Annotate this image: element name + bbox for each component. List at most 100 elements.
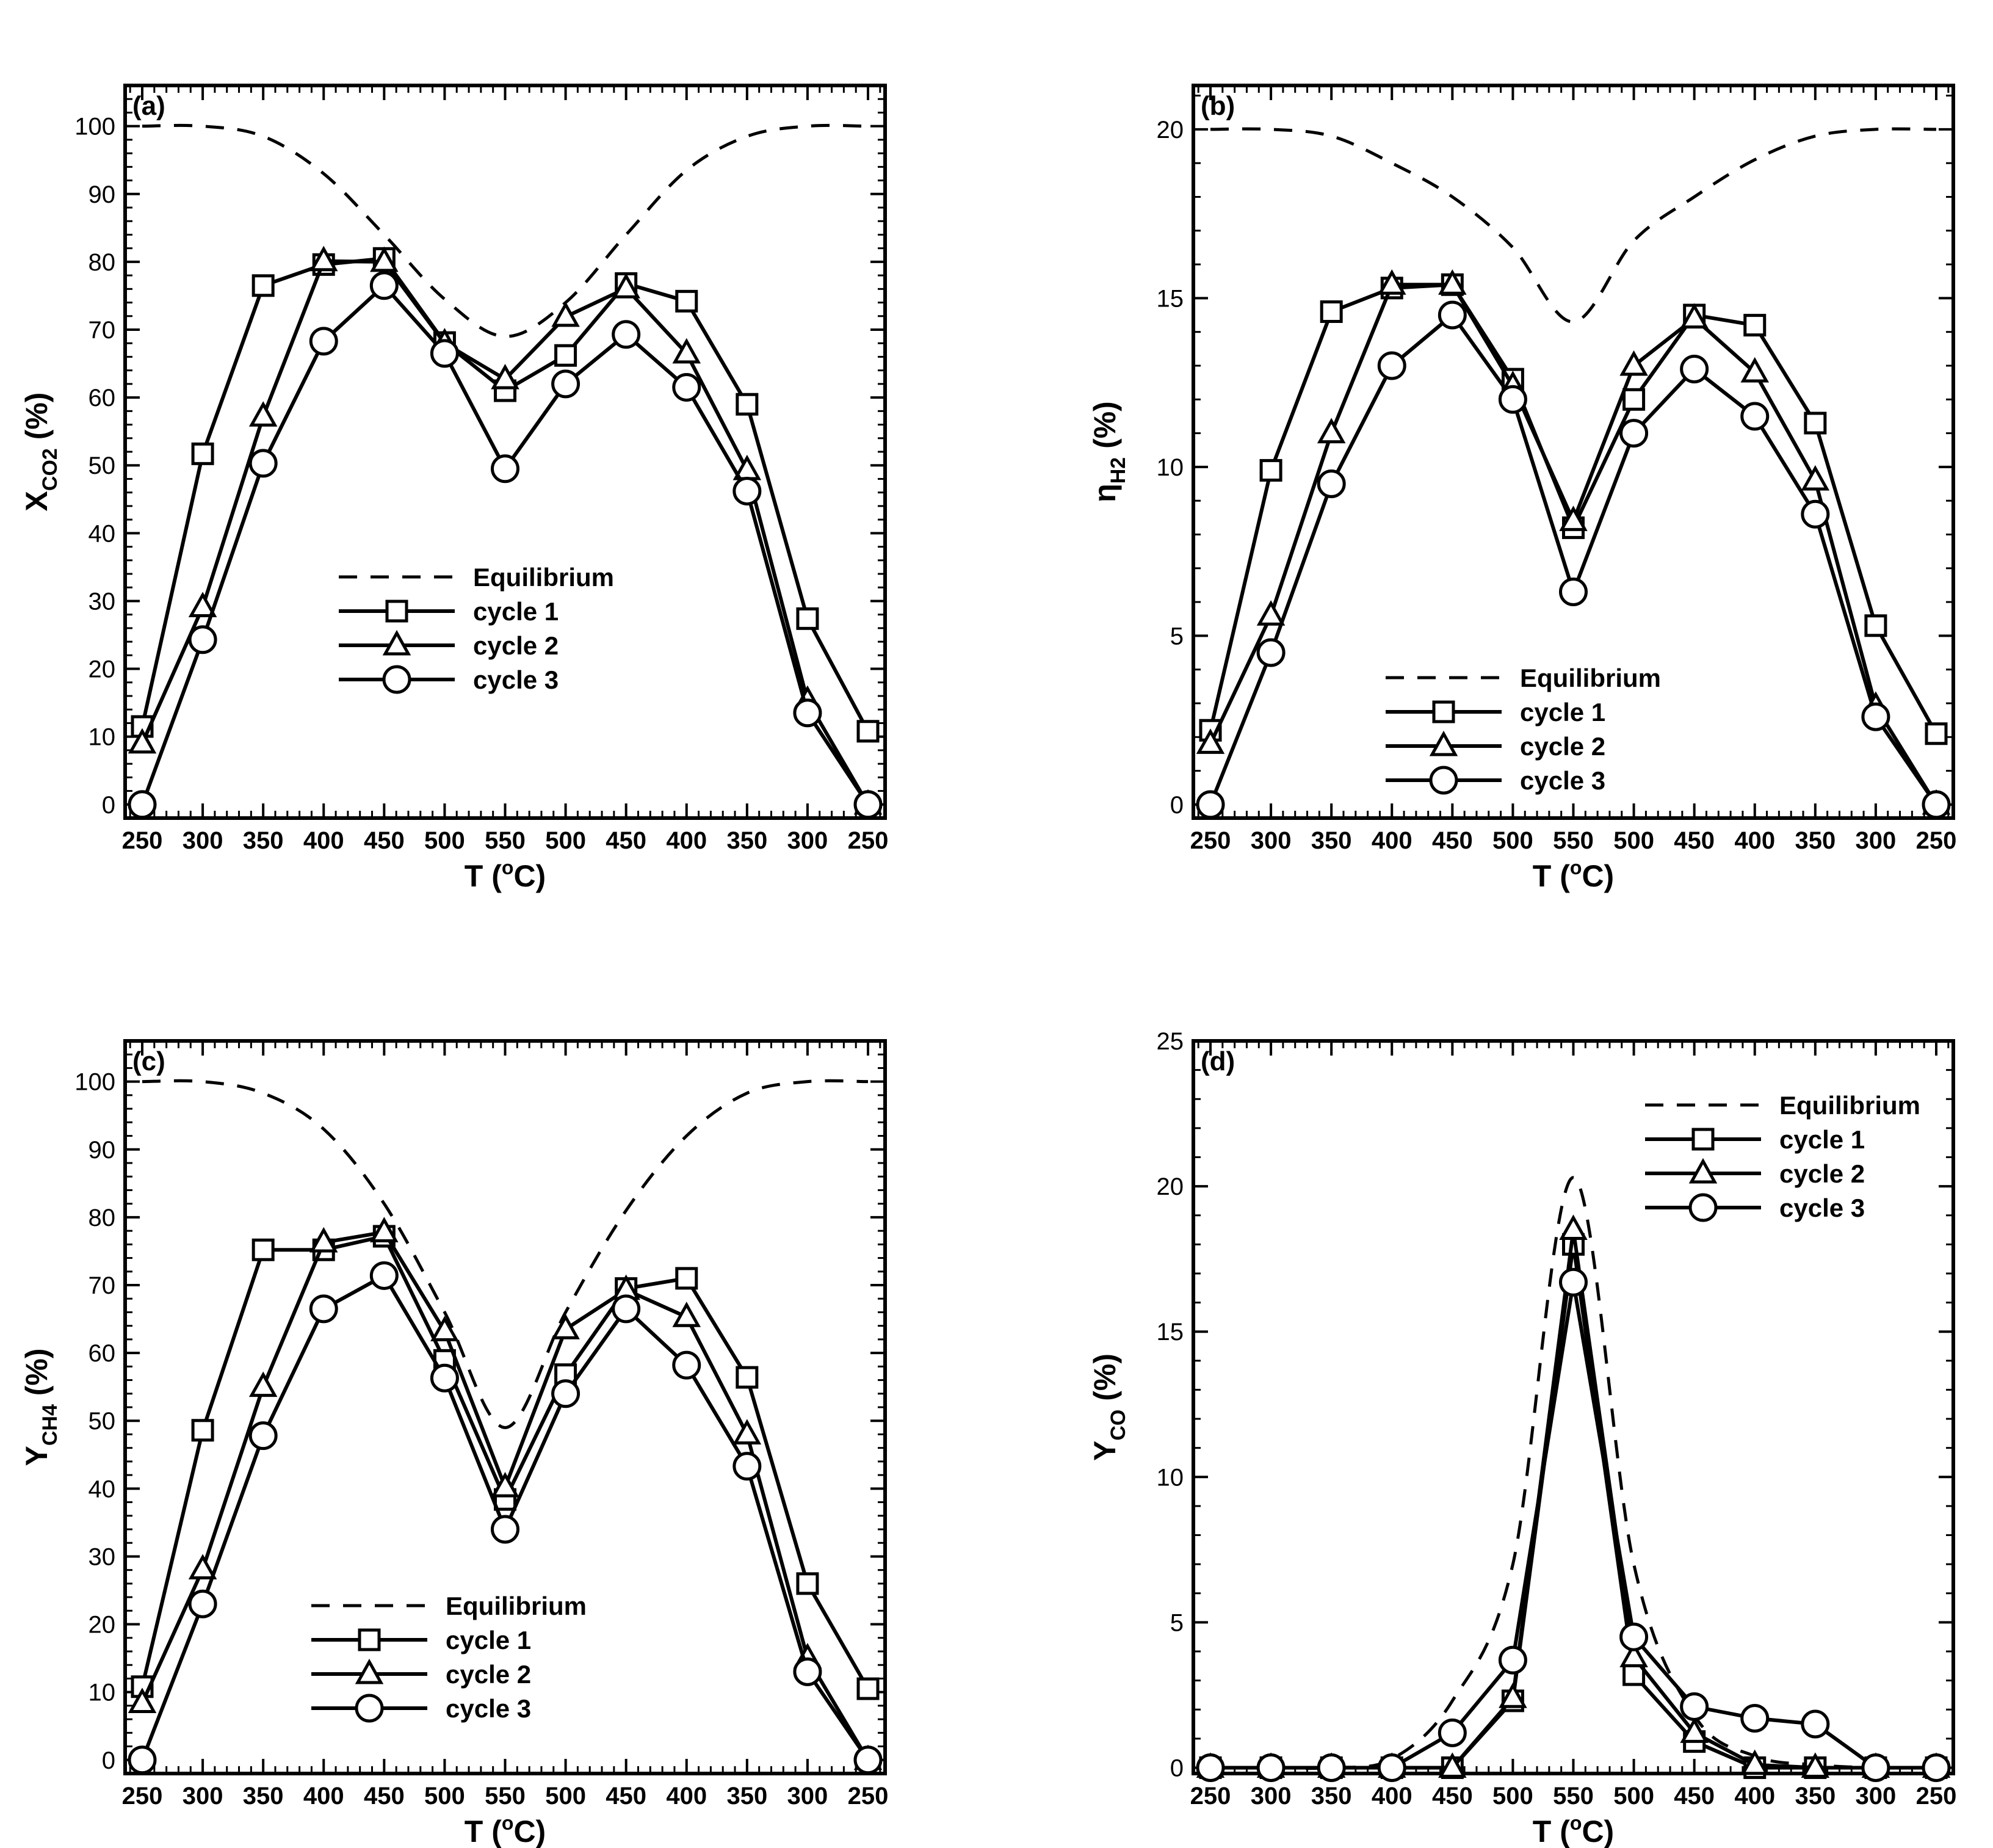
series-line-cycle-3 [1210,1281,1936,1770]
legend-label: cycle 1 [473,597,559,626]
x-tick-label: 400 [1734,827,1775,854]
data-point-cycle-1 [1259,458,1282,482]
x-tick-label: 450 [1432,1783,1473,1810]
y-tick-label: 60 [89,1340,116,1367]
data-point-cycle-3 [793,1657,822,1686]
legend-marker [382,665,411,694]
panel-label: (c) [132,1046,165,1076]
legend-marker [1688,1193,1718,1222]
x-tick-label: 250 [1190,827,1231,854]
y-tick-label: 30 [89,1543,116,1570]
x-tick-label: 550 [485,827,526,854]
x-tick-label: 250 [848,827,889,854]
data-point-cycle-1 [736,1366,759,1389]
y-tick-label: 0 [102,1747,115,1774]
y-tick-label: 20 [89,656,116,683]
x-tick-label: 450 [606,827,646,854]
data-point-cycle-1 [191,1419,214,1442]
data-point-cycle-3 [732,476,762,505]
data-point-cycle-1 [796,1572,819,1595]
data-point-cycle-2 [551,1314,580,1339]
series-line-cycle-1 [1210,1244,1936,1770]
x-tick-label: 400 [1734,1783,1775,1810]
x-tick-label: 250 [122,1783,163,1810]
x-tick-label: 300 [1856,827,1897,854]
data-point-cycle-3 [128,1745,157,1775]
legend-marker [355,1694,384,1723]
data-point-cycle-3 [1377,1753,1406,1782]
y-axis-label: YCO (%) [1088,1353,1130,1461]
x-tick-label: 350 [1311,827,1352,854]
legend-label: cycle 2 [1779,1159,1865,1188]
y-tick-label: 100 [74,114,115,140]
y-tick-label: 30 [89,588,116,615]
data-point-cycle-2 [370,1217,399,1242]
data-point-cycle-2 [1559,1214,1588,1241]
data-point-cycle-3 [309,327,338,356]
x-tick-label: 500 [424,827,465,854]
data-point-cycle-3 [793,698,822,728]
data-point-cycle-2 [1740,1749,1770,1775]
data-point-cycle-3 [1438,1718,1467,1747]
legend-label: cycle 3 [446,1694,531,1723]
y-tick-label: 20 [1157,1173,1184,1200]
legend: Equilibrium cycle 1 cycle 2 cycle 3 [1386,664,1661,795]
data-point-cycle-1 [1804,411,1827,435]
y-tick-label: 50 [89,452,116,479]
data-point-cycle-3 [188,625,217,654]
y-tick-label: 60 [89,385,116,411]
data-point-cycle-3 [672,372,701,402]
legend-marker [355,1658,384,1684]
data-point-cycle-2 [1438,1752,1467,1778]
data-point-cycle-2 [551,301,580,327]
data-point-cycle-3 [1256,1753,1286,1782]
data-point-cycle-2 [1559,505,1588,531]
data-point-cycle-3 [1861,1753,1890,1782]
data-point-cycle-1 [1320,300,1343,324]
legend-marker [1691,1128,1715,1151]
data-point-cycle-2 [1619,350,1648,376]
data-point-cycle-1 [1743,314,1767,337]
x-tick-label: 400 [303,827,344,854]
legend-marker [1432,700,1455,723]
x-tick-label: 450 [1674,1783,1715,1810]
series-line-cycle-2 [1209,283,1938,806]
x-tick-label: 450 [1674,827,1715,854]
x-tick-label: 500 [424,1783,465,1810]
legend: Equilibrium cycle 1 cycle 2 cycle 3 [311,1592,587,1723]
data-point-cycle-1 [1622,388,1646,411]
legend-marker [1429,766,1458,795]
data-point-cycle-1 [554,344,577,367]
x-tick-label: 450 [364,827,405,854]
data-point-cycle-3 [248,449,278,478]
x-tick-label: 300 [787,1783,828,1810]
y-tick-label: 20 [1157,117,1184,143]
x-tick-label: 500 [545,1783,586,1810]
data-point-cycle-3 [1922,790,1951,819]
x-axis-label: T (oC) [465,1812,546,1848]
data-point-cycle-3 [128,790,157,819]
data-point-cycle-3 [1559,577,1588,606]
x-tick-label: 350 [243,827,284,854]
data-point-cycle-3 [1740,1704,1770,1733]
y-tick-label: 80 [89,249,116,276]
y-tick-label: 100 [74,1069,115,1096]
legend-label: Equilibrium [446,1592,587,1620]
x-tick-label: 350 [1311,1783,1352,1810]
data-point-cycle-3 [309,1294,338,1324]
legend-label: cycle 2 [473,631,559,660]
y-tick-label: 0 [1170,1755,1184,1781]
data-point-cycle-2 [1438,269,1467,295]
x-tick-label: 300 [183,1783,223,1810]
legend-marker [385,600,408,623]
data-point-cycle-3 [1196,790,1225,819]
legend-label: Equilibrium [473,563,614,592]
data-point-cycle-3 [1377,351,1406,380]
chart-panel-a: 250 300 350 400 450 500 550 500 450 400 350 300 250 0… [20,84,889,893]
y-tick-label: 40 [89,1476,116,1502]
legend-marker [358,1628,381,1651]
x-tick-label: 550 [485,1783,526,1810]
legend-marker [1688,1158,1718,1184]
y-tick-label: 90 [89,1137,116,1164]
legend-marker [382,629,411,656]
